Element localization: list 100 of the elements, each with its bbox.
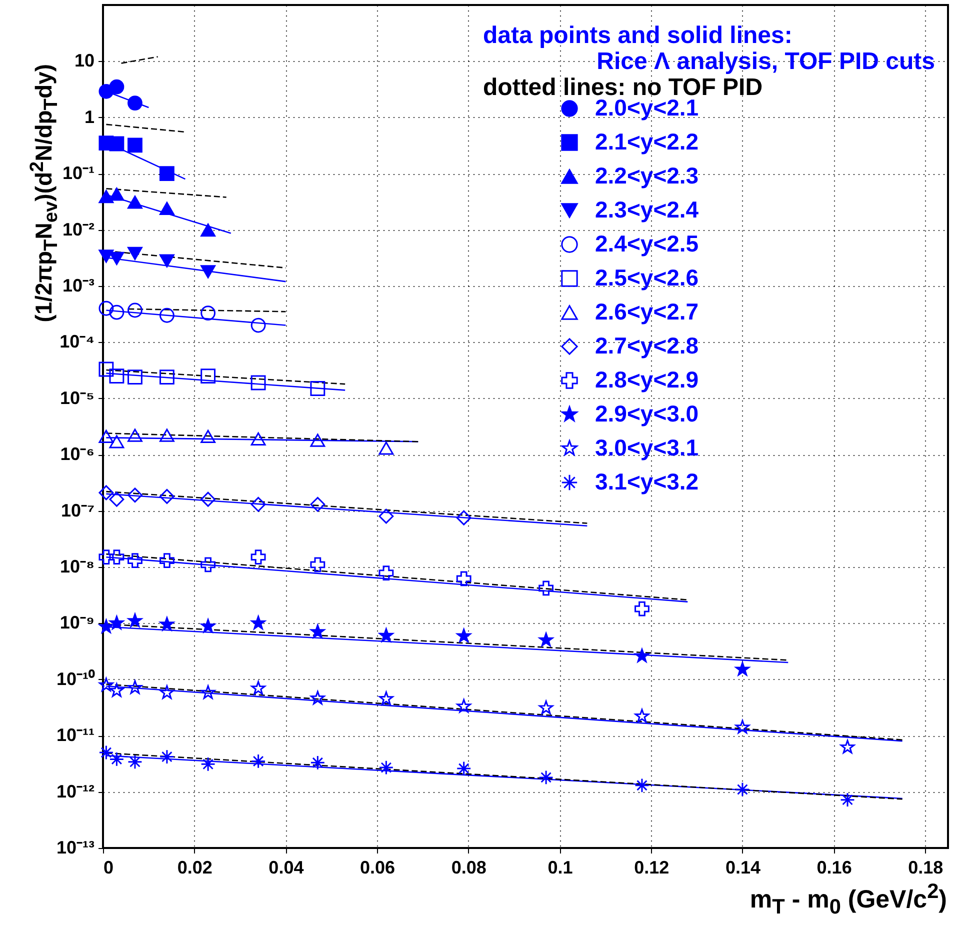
point	[98, 430, 114, 444]
point	[634, 778, 650, 793]
legend-label: 2.2<y<2.3	[595, 162, 699, 188]
y-tick-label: 10⁻¹¹	[56, 725, 94, 746]
legend-label: 2.7<y<2.8	[595, 332, 699, 358]
x-tick-label: 0	[104, 858, 114, 878]
point	[109, 492, 124, 507]
point	[160, 685, 174, 699]
point	[128, 370, 142, 384]
point	[98, 250, 114, 263]
point	[250, 375, 266, 390]
point	[128, 613, 142, 628]
point	[159, 254, 174, 268]
point	[200, 756, 216, 772]
point	[735, 662, 750, 676]
point	[110, 616, 124, 630]
x-tick-label: 0.08	[451, 858, 486, 878]
point	[128, 428, 142, 442]
x-tick-label: 0.16	[816, 858, 852, 878]
y-tick-label: 10⁻¹³	[56, 838, 94, 858]
point	[310, 557, 326, 572]
point	[200, 492, 216, 507]
point	[250, 496, 266, 512]
point	[109, 252, 124, 265]
point	[634, 708, 650, 723]
point	[109, 136, 124, 152]
point	[456, 571, 472, 586]
legend-label: 2.4<y<2.5	[595, 230, 699, 256]
y-tick-label: 10⁻⁸	[60, 556, 94, 576]
y-tick-label: 10⁻²	[62, 219, 95, 240]
point	[128, 246, 142, 260]
point	[200, 685, 216, 699]
point	[735, 782, 750, 797]
x-tick-label: 0.02	[177, 858, 212, 878]
point	[538, 632, 554, 646]
point	[98, 485, 114, 500]
point	[379, 691, 394, 706]
point	[251, 616, 266, 630]
point	[128, 680, 142, 694]
point	[250, 754, 266, 769]
y-tick-label: 10	[74, 50, 94, 71]
point	[456, 761, 472, 776]
point	[128, 196, 142, 209]
point	[840, 740, 855, 754]
point	[128, 553, 142, 568]
point	[200, 430, 216, 444]
point	[159, 553, 174, 568]
point	[159, 428, 174, 442]
point	[379, 628, 394, 642]
point	[378, 566, 394, 581]
point	[109, 188, 124, 201]
point	[378, 442, 394, 455]
point	[159, 749, 174, 764]
x-axis-title: m$_{T}$ - m$_{0}$ (GeV/c$^{2}$)	[750, 880, 947, 920]
y-tick-label: 10⁻¹²	[56, 781, 94, 802]
point	[634, 648, 650, 662]
point	[378, 508, 394, 524]
x-tick-label: 0.06	[360, 858, 396, 878]
y-tick-label: 1	[84, 106, 94, 127]
x-tick-label: 0.1	[548, 858, 573, 878]
point	[128, 96, 142, 110]
point	[99, 619, 114, 634]
point	[310, 434, 326, 447]
point	[251, 681, 266, 695]
point	[250, 550, 266, 565]
y-tick-label: 10⁻⁹	[60, 612, 94, 633]
point	[538, 700, 554, 714]
legend-label: 3.1<y<3.2	[595, 468, 699, 494]
y-tick-label: 10⁻⁷	[61, 500, 94, 520]
point	[109, 752, 124, 767]
point	[634, 601, 650, 616]
point	[310, 690, 325, 705]
annotation: data points and solid lines:	[483, 22, 794, 50]
point	[200, 557, 216, 572]
point	[109, 304, 124, 320]
y-tick-label: 10⁻¹⁰	[56, 668, 96, 689]
point	[128, 754, 142, 770]
x-tick-label: 0.12	[634, 858, 670, 878]
legend-label: 3.0<y<3.1	[595, 434, 699, 460]
point	[128, 302, 142, 318]
point	[456, 699, 471, 713]
legend-label: 2.6<y<2.7	[595, 298, 699, 324]
point	[310, 755, 326, 770]
y-tick-label: 10⁻⁵	[60, 388, 94, 408]
legend-label: 2.8<y<2.9	[595, 366, 699, 392]
point	[98, 550, 114, 565]
point	[538, 770, 554, 785]
point	[378, 760, 394, 776]
point	[310, 496, 326, 512]
point	[310, 381, 326, 396]
point	[159, 202, 174, 215]
point	[109, 435, 124, 448]
point	[200, 368, 216, 384]
point	[159, 166, 174, 182]
point	[98, 745, 114, 760]
x-tick-label: 0.18	[908, 858, 944, 878]
point	[109, 368, 124, 384]
point	[200, 618, 216, 632]
point	[456, 510, 472, 526]
point	[200, 265, 216, 278]
